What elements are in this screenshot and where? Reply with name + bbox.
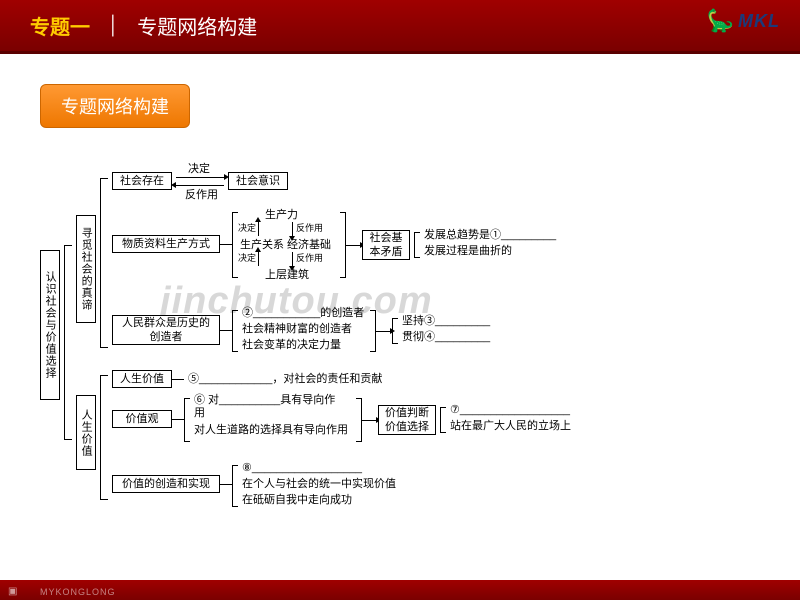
footer-icon: ▣ xyxy=(8,586,17,597)
bracket-judge xyxy=(440,407,446,433)
logo-text: MKL xyxy=(738,11,780,32)
label-values-a: ⑥ 对__________具有导向作用 xyxy=(194,394,344,420)
label-react2: 反作用 xyxy=(296,223,323,235)
label-determine: 决定 xyxy=(188,162,210,176)
line-vv xyxy=(172,419,184,420)
label-values-b: 对人生道路的选择具有导向作用 xyxy=(194,424,354,437)
label-judge-a: ⑦__________________ xyxy=(450,403,570,417)
arrow-judge xyxy=(362,420,376,421)
footer: ▣ MYKONGLONG xyxy=(0,580,800,600)
node-life-value: 人生价值 xyxy=(112,370,172,388)
bracket-trend xyxy=(414,232,420,258)
label-det3: 决定 xyxy=(238,253,256,265)
line-create xyxy=(220,484,232,485)
bracket-b2 xyxy=(100,375,108,500)
header: 专题一 │ 专题网络构建 🦕 MKL xyxy=(0,0,800,54)
label-creator1: ②___________的创造者 xyxy=(242,306,364,320)
bracket-insist xyxy=(392,318,398,344)
line-people xyxy=(220,330,232,331)
line-lv xyxy=(172,379,184,380)
node-relations: 生产关系 经济基础 xyxy=(240,238,331,252)
node-social-consciousness: 社会意识 xyxy=(228,172,288,190)
branch1-node: 寻觅社会的真谛 xyxy=(76,215,96,323)
header-topic: 专题一 xyxy=(30,11,90,40)
label-react3: 反作用 xyxy=(296,253,323,265)
header-title: 专题网络构建 xyxy=(137,11,257,40)
root-node: 认识社会与价值选择 xyxy=(40,250,60,400)
label-create-b: 在个人与社会的统一中实现价值 xyxy=(242,477,396,491)
arrow-contra xyxy=(346,245,360,246)
bracket-create xyxy=(232,465,238,507)
node-social-existence: 社会存在 xyxy=(112,172,172,190)
concept-diagram: 认识社会与价值选择 寻觅社会的真谛 人生价值 社会存在 决定 反作用 社会意识 … xyxy=(40,160,760,580)
label-det2: 决定 xyxy=(238,223,256,235)
bracket-values xyxy=(184,398,190,442)
bracket-people xyxy=(232,310,238,352)
line-mp xyxy=(220,244,232,245)
node-superstructure: 上层建筑 xyxy=(265,268,309,282)
label-trend2: 发展过程是曲折的 xyxy=(424,244,512,258)
branch2-node: 人生价值 xyxy=(76,395,96,470)
label-creator2: 社会精神财富的创造者 xyxy=(242,322,352,336)
label-life-value-text: ⑤____________，对社会的责任和贡献 xyxy=(188,372,382,386)
node-material-production: 物质资料生产方式 xyxy=(112,235,220,253)
label-react: 反作用 xyxy=(185,188,218,202)
node-productivity: 生产力 xyxy=(265,208,298,222)
section-badge: 专题网络构建 xyxy=(40,84,190,128)
bracket-b1 xyxy=(100,178,108,348)
arrow-react xyxy=(176,185,224,186)
node-values: 价值观 xyxy=(112,410,172,428)
arrow-prod-u1 xyxy=(258,222,259,236)
label-create-c: 在砥砺自我中走向成功 xyxy=(242,493,352,507)
node-basic-contradiction: 社会基本矛盾 xyxy=(362,230,410,260)
footer-text: MYKONGLONG xyxy=(40,587,116,597)
header-divider: │ xyxy=(108,15,119,36)
arrow-prod-d2 xyxy=(292,252,293,266)
arrow-determine xyxy=(176,177,224,178)
label-implement: 贯彻④_________ xyxy=(402,330,490,344)
label-create-a: ⑧__________________ xyxy=(242,461,362,475)
node-people: 人民群众是历史的创造者 xyxy=(112,315,220,345)
label-creator3: 社会变革的决定力量 xyxy=(242,338,341,352)
label-trend1: 发展总趋势是①_________ xyxy=(424,228,556,242)
arrow-people xyxy=(376,331,390,332)
node-create: 价值的创造和实现 xyxy=(112,475,220,493)
label-insist: 坚持③_________ xyxy=(402,314,490,328)
arrow-prod-d1 xyxy=(292,222,293,236)
node-judge: 价值判断价值选择 xyxy=(378,405,436,435)
dinosaur-icon: 🦕 xyxy=(707,8,734,34)
logo: 🦕 MKL xyxy=(707,8,780,34)
label-judge-b: 站在最广大人民的立场上 xyxy=(450,419,571,433)
bracket-prod xyxy=(232,212,238,278)
arrow-prod-u2 xyxy=(258,252,259,266)
bracket-root xyxy=(64,245,72,440)
